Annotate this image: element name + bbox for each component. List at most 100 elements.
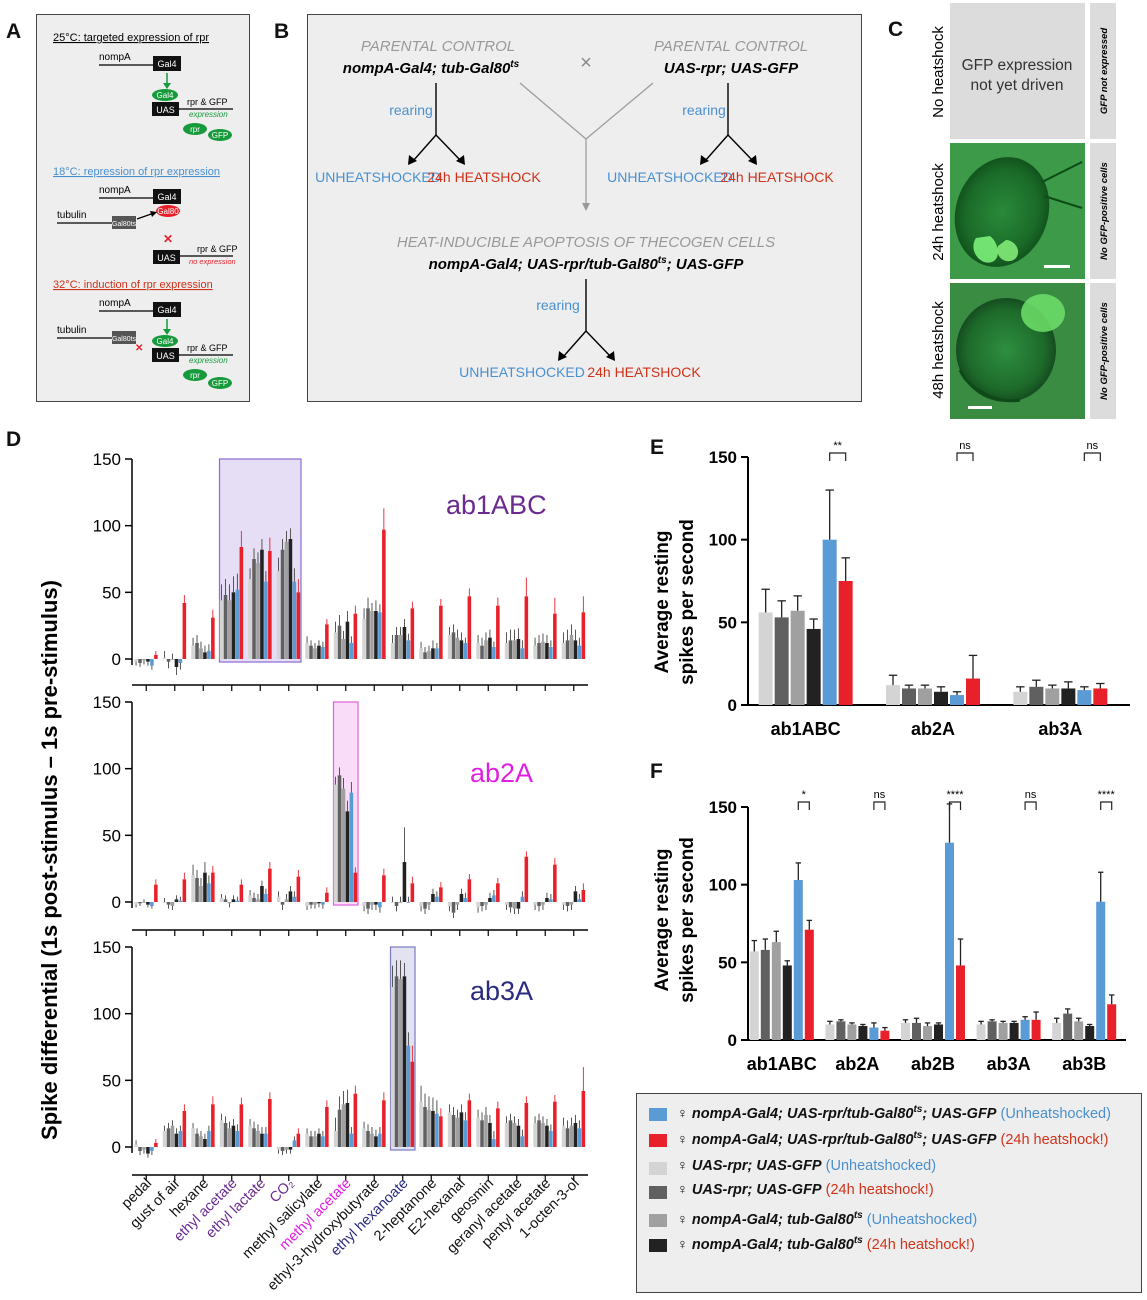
d-bar xyxy=(390,987,395,1147)
a-s2-gal4: Gal4 xyxy=(157,192,176,202)
a-s1-gal4-box xyxy=(153,56,181,71)
f-plot-bar xyxy=(901,1022,910,1040)
a-s2-gal80-protein xyxy=(156,205,180,217)
d-bar xyxy=(264,894,268,902)
d-ytick-label: 150 xyxy=(93,450,121,469)
d-bar xyxy=(207,651,211,659)
a-s1-gfp-protein xyxy=(208,129,232,141)
d-bar xyxy=(138,659,142,663)
d-bar xyxy=(341,788,346,902)
d-bar xyxy=(423,902,427,909)
d-bar xyxy=(170,902,175,906)
d-bar xyxy=(508,1120,513,1147)
d-bar xyxy=(398,635,403,659)
f-plot-bar xyxy=(1074,1021,1084,1040)
d-bar xyxy=(162,902,167,903)
d-bar xyxy=(284,899,289,902)
d-bar xyxy=(545,1125,549,1147)
e-plot-sig-label: ns xyxy=(1087,440,1099,452)
d-bar xyxy=(484,902,488,905)
d-bar xyxy=(394,902,399,906)
d-bar xyxy=(573,1123,578,1147)
d-bar xyxy=(439,887,443,902)
d-bar xyxy=(573,891,578,902)
d-bar xyxy=(463,1120,468,1147)
a-s1-rpr-protein xyxy=(183,123,207,135)
d-bar xyxy=(447,635,452,659)
e-plot-bar xyxy=(1029,686,1044,705)
f-plot-sig-label: **** xyxy=(1098,789,1116,801)
d-bar xyxy=(333,784,338,902)
d-bar xyxy=(423,1107,427,1147)
e-plot-bar xyxy=(806,628,821,705)
panel-c: No heatshock 24h heatshock 48h heatshock… xyxy=(920,0,1147,420)
d-bar xyxy=(520,1136,525,1147)
d-bar xyxy=(406,1045,411,1147)
d-bar xyxy=(207,1131,211,1147)
d-bar xyxy=(199,648,203,659)
d-chart-title: ab2A xyxy=(470,758,533,788)
d-bar xyxy=(524,1103,529,1147)
d-bar xyxy=(398,902,403,903)
f-plot-xtick-label: ab3A xyxy=(987,1054,1031,1074)
d-chart-title: ab1ABC xyxy=(446,490,547,520)
f-plot-bar xyxy=(945,842,954,1040)
a-s2-gal4-box xyxy=(153,189,181,204)
panel-f-chart: Average resting spikes per second 0 50 100… xyxy=(652,789,1126,1074)
e-plot-bar xyxy=(1093,688,1108,705)
legend-label: ♀ nompA-Gal4; UAS-rpr/tub-Gal80ts; UAS-G… xyxy=(677,1130,1109,1148)
c-image-text-1: GFP expression xyxy=(962,57,1073,74)
d-bar xyxy=(476,1117,480,1147)
d-bar xyxy=(561,643,566,659)
d-bar xyxy=(309,1136,313,1147)
d-bar xyxy=(467,879,472,902)
d-bar xyxy=(504,643,509,659)
d-bar xyxy=(170,1125,175,1147)
d-bar xyxy=(268,551,272,659)
a-s3-rpr-gfp: rpr & GFP xyxy=(187,343,228,353)
f-plot-sig-bracket xyxy=(1024,801,1037,810)
d-bar xyxy=(337,625,342,659)
d-bar xyxy=(195,878,199,902)
d-bar xyxy=(480,1120,484,1147)
d-chart-title: ab3A xyxy=(470,976,533,1006)
b-rearing-1: rearing xyxy=(389,102,433,118)
e-plot-bar xyxy=(934,691,948,705)
f-plot-bar xyxy=(869,1027,879,1040)
e-plot-ytick-label: 50 xyxy=(718,613,737,632)
a-s2-tubulin: tubulin xyxy=(57,210,86,221)
d-bar xyxy=(313,648,317,659)
d-bar xyxy=(276,571,281,659)
d-bar xyxy=(264,581,268,659)
d-bar xyxy=(533,645,537,659)
d-bar xyxy=(374,611,378,659)
f-plot-xtick-label: ab1ABC xyxy=(747,1054,817,1074)
d-bar xyxy=(333,1131,338,1147)
d-bar xyxy=(569,635,574,659)
c-scalebar-2 xyxy=(968,406,992,409)
d-bar xyxy=(378,1133,382,1147)
d-bar xyxy=(248,579,252,659)
d-bar xyxy=(309,645,313,659)
f-plot-sig-bracket xyxy=(1100,801,1113,810)
d-bar xyxy=(321,902,325,905)
e-ylabel-1: Average resting xyxy=(652,531,673,674)
d-bar xyxy=(268,868,272,902)
d-bar xyxy=(512,1123,517,1147)
a-s1-rpr: rpr xyxy=(190,125,200,134)
d-bar xyxy=(203,872,207,902)
d-bar xyxy=(317,1133,321,1147)
a-s2-gal80ts-box xyxy=(112,216,136,229)
d-bar xyxy=(370,902,374,905)
f-plot-bar xyxy=(1009,1022,1019,1040)
a-s3-x-icon: ✕ xyxy=(135,343,143,354)
d-bar xyxy=(227,1128,232,1147)
a-s3-gal4: Gal4 xyxy=(157,305,176,315)
c-row-label-1: No heatshock xyxy=(930,26,947,118)
d-bar xyxy=(345,621,350,659)
b-genotype-2: UAS-rpr; UAS-GFP xyxy=(664,60,799,77)
d-bar xyxy=(170,659,175,660)
d-bar xyxy=(370,611,374,659)
e-plot-bar xyxy=(966,678,980,705)
d-ytick-label: 50 xyxy=(102,826,121,845)
